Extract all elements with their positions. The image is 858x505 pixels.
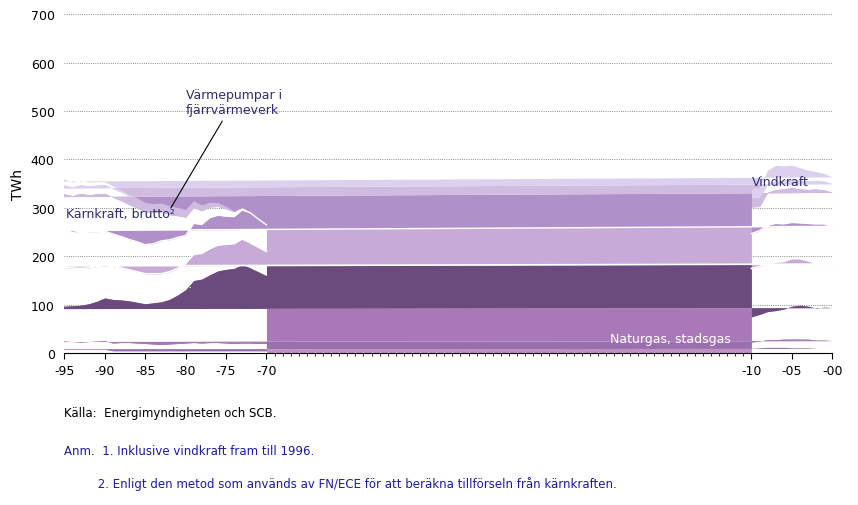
Text: Anm.  1. Inklusive vindkraft fram till 1996.: Anm. 1. Inklusive vindkraft fram till 19… [64, 444, 315, 458]
Text: Naturgas, stadsgas: Naturgas, stadsgas [610, 332, 731, 345]
Text: 2. Enligt den metod som används av FN/ECE för att beräkna tillförseln från kärnk: 2. Enligt den metod som används av FN/EC… [64, 476, 617, 490]
Text: Vindkraft: Vindkraft [752, 175, 808, 188]
Text: Råolja och oljeprodukter: Råolja och oljeprodukter [45, 315, 197, 329]
Text: Biobränslen, torv m.m.: Biobränslen, torv m.m. [49, 278, 192, 291]
Y-axis label: TWh: TWh [11, 169, 25, 200]
Text: Kol och koks: Kol och koks [9, 267, 87, 280]
Text: Vattenkraft, brutto¹: Vattenkraft, brutto¹ [60, 244, 182, 257]
Text: Kärnkraft, brutto²: Kärnkraft, brutto² [67, 208, 175, 221]
Text: Värmepumpar i
fjärrvärmeverk: Värmepumpar i fjärrvärmeverk [171, 89, 281, 209]
Text: Källa:  Energimyndigheten och SCB.: Källa: Energimyndigheten och SCB. [64, 407, 277, 420]
